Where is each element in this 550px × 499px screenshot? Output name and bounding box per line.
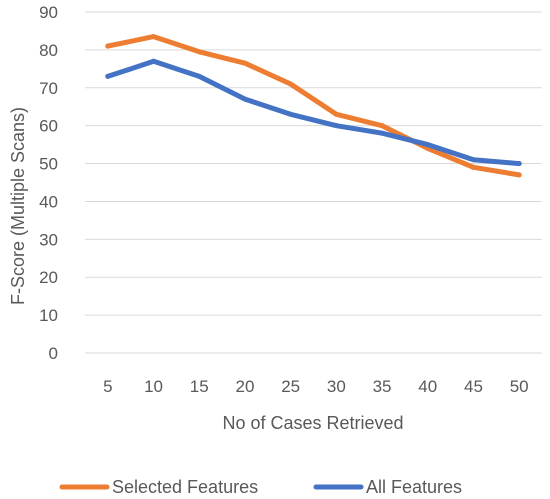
x-tick-label: 30	[327, 377, 346, 396]
data-point-all-features	[105, 73, 111, 79]
data-point-selected-features	[196, 49, 202, 55]
gridlines	[85, 11, 542, 354]
y-tick-label: 50	[39, 155, 58, 174]
data-point-all-features	[425, 142, 431, 148]
y-tick-label: 30	[39, 230, 58, 249]
x-tick-label: 20	[235, 377, 254, 396]
legend-label-all-features: All Features	[366, 477, 462, 497]
x-axis-tick-labels: 5 10 15 20 25 30 35 40 45 50	[103, 377, 528, 396]
data-point-all-features	[196, 73, 202, 79]
data-point-all-features	[470, 157, 476, 163]
series-lines	[105, 34, 522, 178]
data-point-selected-features	[470, 164, 476, 170]
y-tick-label: 90	[39, 3, 58, 22]
y-axis-title: F-Score (Multiple Scans)	[8, 107, 28, 305]
legend: Selected Features All Features	[59, 477, 462, 497]
x-tick-label: 15	[190, 377, 209, 396]
y-tick-label: 60	[39, 117, 58, 136]
x-tick-label: 40	[418, 377, 437, 396]
data-point-all-features	[516, 161, 522, 167]
y-tick-label: 40	[39, 192, 58, 211]
legend-label-selected-features: Selected Features	[112, 477, 258, 497]
series-line-selected-features	[105, 34, 522, 178]
x-tick-label: 5	[103, 377, 112, 396]
data-point-all-features	[151, 58, 157, 64]
y-tick-label: 80	[39, 41, 58, 60]
data-point-selected-features	[151, 34, 157, 40]
x-tick-label: 35	[373, 377, 392, 396]
series-line-all-features	[105, 58, 522, 167]
data-point-all-features	[288, 111, 294, 117]
x-axis-title: No of Cases Retrieved	[222, 413, 403, 433]
data-point-all-features	[242, 96, 248, 102]
x-tick-label: 25	[281, 377, 300, 396]
data-point-selected-features	[516, 172, 522, 178]
data-point-selected-features	[242, 60, 248, 66]
data-point-selected-features	[288, 81, 294, 87]
data-point-all-features	[333, 123, 339, 129]
y-tick-label: 10	[39, 306, 58, 325]
data-point-selected-features	[105, 43, 111, 49]
data-point-all-features	[379, 130, 385, 136]
y-tick-label: 20	[39, 268, 58, 287]
x-tick-label: 50	[510, 377, 529, 396]
y-tick-label: 70	[39, 79, 58, 98]
y-axis-tick-labels: 0 10 20 30 40 50 60 70 80 90	[39, 3, 58, 363]
x-tick-label: 10	[144, 377, 163, 396]
y-tick-label: 0	[49, 344, 58, 363]
data-point-selected-features	[333, 111, 339, 117]
data-point-selected-features	[379, 123, 385, 129]
x-tick-label: 45	[464, 377, 483, 396]
